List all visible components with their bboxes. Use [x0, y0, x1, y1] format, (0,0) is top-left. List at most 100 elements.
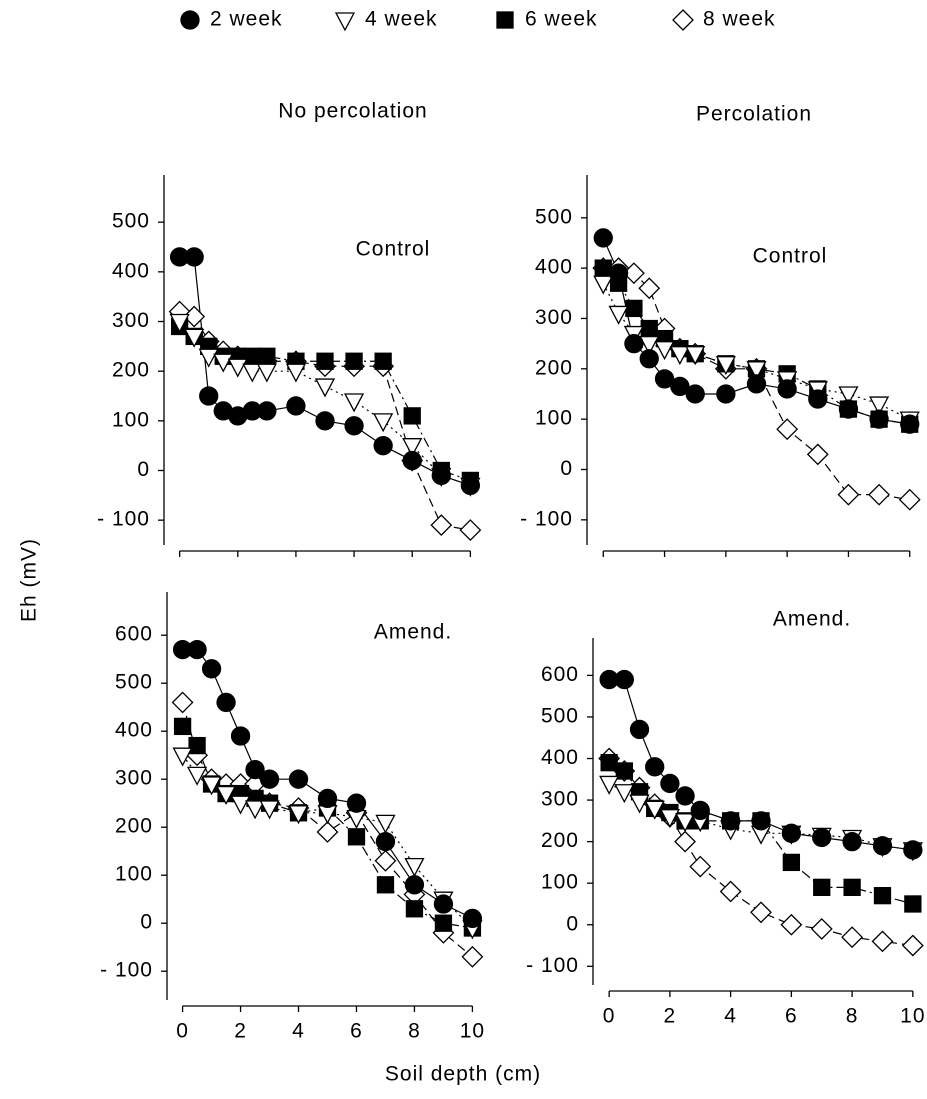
marker: [404, 857, 425, 877]
marker: [315, 411, 335, 431]
marker: [750, 901, 772, 924]
y-tick-label: 400: [535, 256, 573, 279]
y-tick-label: 400: [115, 719, 153, 742]
marker: [183, 305, 206, 328]
marker: [599, 775, 620, 795]
marker: [259, 769, 280, 789]
marker: [903, 840, 923, 860]
marker: [259, 800, 280, 820]
marker: [685, 346, 706, 366]
marker: [216, 692, 236, 713]
marker: [374, 849, 397, 872]
y-tick-label: 200: [535, 356, 573, 379]
marker: [781, 823, 802, 843]
marker: [402, 450, 422, 471]
y-tick-label: 100: [535, 407, 573, 430]
marker: [614, 784, 635, 804]
y-tick-label: - 100: [100, 959, 153, 982]
marker: [187, 766, 208, 786]
marker: [871, 930, 894, 953]
marker: [245, 759, 265, 780]
x-tick-label: 6: [350, 1020, 363, 1043]
marker: [674, 830, 696, 853]
marker: [286, 396, 306, 416]
marker: [638, 277, 661, 300]
x-tick-label: 0: [603, 1005, 616, 1028]
marker: [608, 305, 629, 325]
marker: [813, 878, 831, 896]
marker: [660, 773, 680, 794]
marker: [782, 853, 801, 872]
y-tick-label: 400: [541, 746, 579, 769]
x-tick-label: 10: [460, 1020, 485, 1043]
y-tick-label: 300: [115, 767, 153, 790]
marker: [751, 811, 771, 831]
marker: [184, 328, 205, 348]
marker: [201, 776, 222, 796]
x-tick-label: 2: [234, 1020, 247, 1043]
y-tick-label: 0: [566, 912, 579, 935]
marker: [344, 416, 364, 436]
marker: [243, 347, 261, 365]
marker: [430, 514, 453, 537]
marker: [615, 762, 633, 780]
marker: [373, 413, 394, 433]
marker: [810, 917, 833, 940]
marker: [624, 333, 644, 354]
marker: [746, 374, 767, 394]
marker: [376, 876, 395, 894]
y-tick-label: 0: [137, 458, 150, 481]
marker: [433, 894, 454, 914]
marker: [593, 275, 614, 295]
marker: [594, 259, 612, 277]
marker: [720, 811, 741, 831]
marker: [719, 880, 742, 903]
marker: [188, 736, 206, 755]
x-tick-label: 8: [408, 1020, 421, 1043]
marker: [434, 914, 453, 932]
marker: [405, 900, 424, 918]
y-tick-label: - 100: [526, 954, 579, 977]
x-tick-label: 4: [724, 1005, 737, 1028]
marker: [868, 483, 891, 506]
marker: [215, 785, 237, 805]
y-tick-label: 500: [112, 210, 150, 233]
panel-title: Percolation: [696, 103, 812, 126]
marker: [316, 352, 334, 370]
marker: [842, 831, 862, 852]
marker: [244, 800, 266, 820]
marker: [172, 747, 193, 767]
marker: [669, 346, 690, 366]
marker: [346, 809, 367, 829]
marker: [288, 769, 309, 789]
marker: [644, 800, 665, 820]
x-tick-label: 6: [785, 1005, 798, 1028]
y-tick-label: 500: [535, 205, 573, 228]
marker: [316, 821, 339, 843]
marker: [689, 855, 712, 878]
marker: [173, 717, 192, 736]
y-tick-label: 600: [541, 663, 579, 686]
marker: [670, 376, 690, 397]
x-tick-label: 0: [176, 1020, 189, 1043]
panel-title: No percolation: [278, 100, 427, 123]
y-tick-label: 300: [112, 309, 150, 332]
y-tick-label: 300: [535, 306, 573, 329]
marker: [201, 659, 222, 679]
panel-annotation: Amend.: [374, 621, 452, 644]
panel-annotation: Control: [356, 238, 431, 261]
marker: [869, 409, 889, 429]
marker: [198, 348, 219, 368]
marker: [345, 352, 363, 370]
marker: [625, 299, 643, 318]
marker: [746, 361, 767, 381]
marker: [808, 389, 828, 409]
legend-marker: [672, 9, 694, 31]
y-tick-label: - 100: [520, 507, 573, 530]
legend-label: 4 week: [365, 8, 438, 31]
marker: [347, 828, 366, 846]
marker: [459, 519, 482, 542]
marker: [640, 319, 658, 338]
